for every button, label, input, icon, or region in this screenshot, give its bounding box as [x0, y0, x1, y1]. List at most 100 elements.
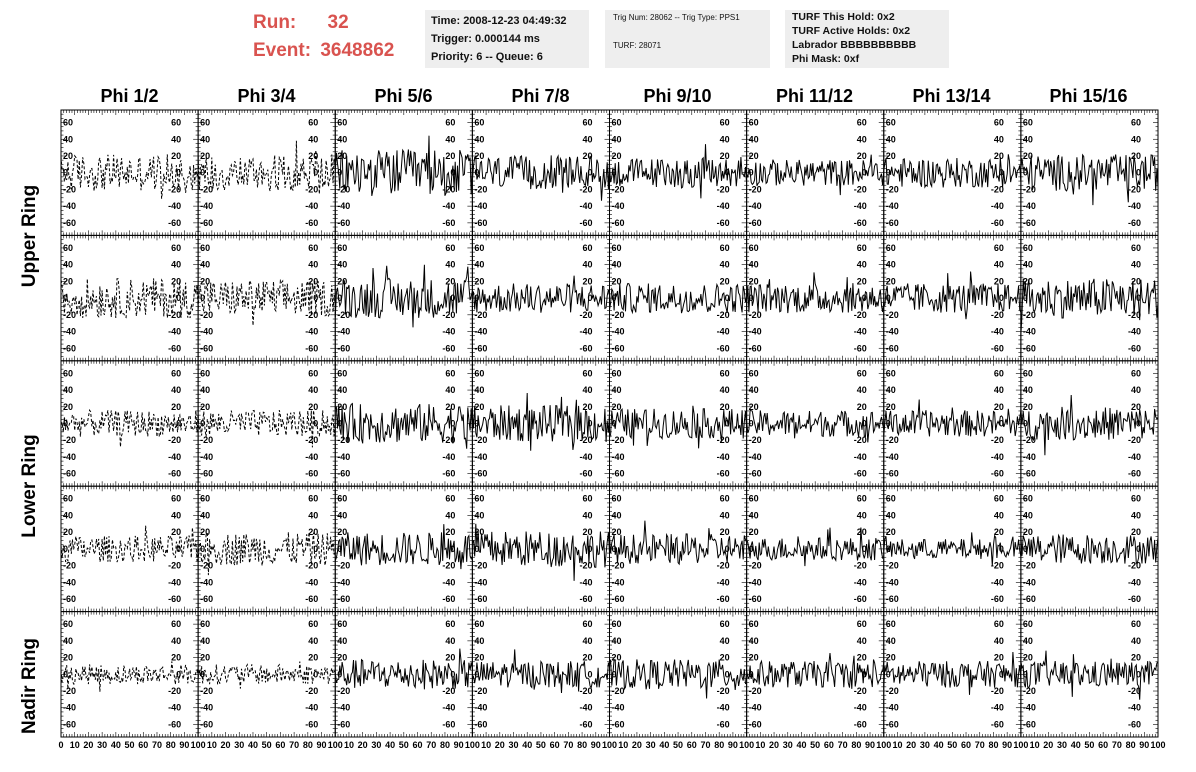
y-tick-label-right: 0: [313, 419, 318, 429]
y-tick-label-right: 60: [308, 494, 318, 504]
y-tick-label-right: -20: [442, 435, 455, 445]
panel-r0-c0: 60 60 40 40 20 20 0 0 -20 -20 -40 -40 -60 -60: [60, 109, 199, 236]
y-tick-label-right: 20: [445, 402, 455, 412]
y-tick-label-left: -20: [474, 184, 487, 194]
y-tick-label-left: -40: [337, 577, 350, 587]
y-tick-label-left: -40: [63, 201, 76, 211]
y-tick-label-left: 20: [63, 151, 73, 161]
y-tick-label-left: -20: [886, 435, 899, 445]
trigger-line: Trigger: 0.000144 ms: [431, 33, 540, 45]
y-tick-label-left: -60: [1023, 343, 1036, 353]
y-tick-label-left: 0: [886, 168, 891, 178]
y-tick-label-left: 60: [63, 368, 73, 378]
y-tick-label-left: 0: [200, 293, 205, 303]
y-tick-label-left: 40: [612, 260, 622, 270]
y-tick-label-left: 0: [1023, 293, 1028, 303]
y-tick-label-right: 40: [857, 385, 867, 395]
y-tick-label-right: 60: [857, 368, 867, 378]
y-tick-label-left: 40: [886, 385, 896, 395]
y-tick-label-right: -60: [442, 343, 455, 353]
y-tick-label-left: -60: [63, 469, 76, 479]
y-tick-label-right: 20: [308, 276, 318, 286]
waveform-trace: [1020, 153, 1159, 206]
panel-r3-c1: 60 60 40 40 20 20 0 0 -20 -20 -40 -40 -60 -60: [197, 485, 336, 613]
waveform-trace: [197, 140, 336, 195]
y-tick-label-left: -40: [1023, 327, 1036, 337]
y-tick-label-right: -20: [305, 561, 318, 571]
y-tick-label-right: -40: [168, 327, 181, 337]
phi-mask-line: Phi Mask: 0xf: [792, 53, 860, 65]
y-tick-label-right: -40: [717, 201, 730, 211]
y-tick-label-left: -20: [200, 561, 213, 571]
y-tick-label-left: 20: [474, 527, 484, 537]
y-tick-label-left: 60: [886, 368, 896, 378]
y-tick-label-left: 20: [337, 276, 347, 286]
y-tick-label-right: -40: [442, 452, 455, 462]
y-tick-label-right: -60: [168, 218, 181, 228]
y-tick-label-left: 0: [474, 293, 479, 303]
y-tick-label-left: 60: [886, 243, 896, 253]
y-tick-label-right: -20: [579, 435, 592, 445]
waveform-trace: [471, 523, 610, 581]
y-tick-label-left: -20: [474, 561, 487, 571]
y-tick-label-left: 40: [337, 260, 347, 270]
waveform-trace: [746, 154, 885, 196]
y-tick-label-right: -40: [579, 327, 592, 337]
y-tick-label-right: -60: [305, 594, 318, 604]
y-tick-label-left: 40: [1023, 260, 1033, 270]
y-tick-label-left: 60: [1023, 243, 1033, 253]
y-tick-label-right: -60: [579, 218, 592, 228]
y-tick-label-right: -20: [442, 310, 455, 320]
y-tick-label-left: -40: [474, 452, 487, 462]
waveform-trace: [609, 405, 748, 449]
column-header-phi-3-4: Phi 3/4: [237, 86, 296, 106]
y-tick-label-right: 60: [171, 368, 181, 378]
time-line: Time: 2008-12-23 04:49:32: [431, 15, 567, 27]
y-tick-label-left: -60: [749, 218, 762, 228]
y-tick-label-right: 20: [720, 276, 730, 286]
y-tick-label-right: 0: [999, 293, 1004, 303]
y-tick-label-right: -40: [579, 201, 592, 211]
y-tick-label-left: 40: [63, 385, 73, 395]
y-tick-label-right: 40: [1131, 385, 1141, 395]
panel-r1-c3: 60 60 40 40 20 20 0 0 -20 -20 -40 -40 -60 -60: [471, 234, 610, 362]
y-tick-label-left: 0: [612, 293, 617, 303]
waveform-trace: [746, 409, 885, 443]
y-tick-label-right: 40: [171, 134, 181, 144]
y-tick-label-left: -20: [337, 184, 350, 194]
column-header-phi-9-10: Phi 9/10: [643, 86, 712, 106]
y-tick-label-left: -40: [63, 577, 76, 587]
waveform-trace: [1020, 394, 1159, 456]
turf-hold-line: TURF This Hold: 0x2: [792, 11, 895, 23]
y-tick-label-left: 40: [1023, 385, 1033, 395]
y-tick-label-right: -60: [991, 469, 1004, 479]
event-value: 3648862: [320, 40, 395, 61]
y-tick-label-right: 40: [720, 385, 730, 395]
waveform-trace: [883, 399, 1022, 437]
y-tick-label-right: -20: [168, 184, 181, 194]
y-tick-label-left: 40: [63, 260, 73, 270]
y-tick-label-right: -60: [442, 469, 455, 479]
y-tick-label-right: 40: [857, 134, 867, 144]
waveform-trace: [197, 409, 336, 448]
y-tick-label-left: -60: [337, 218, 350, 228]
y-tick-label-left: 40: [886, 134, 896, 144]
y-tick-label-left: -20: [474, 310, 487, 320]
y-tick-label-right: -60: [991, 343, 1004, 353]
y-tick-label-left: 60: [612, 118, 622, 128]
y-tick-label-right: 40: [857, 260, 867, 270]
y-tick-label-right: 60: [308, 243, 318, 253]
y-tick-label-right: -40: [1128, 452, 1141, 462]
y-tick-label-left: 60: [63, 118, 73, 128]
waveform-trace: [60, 154, 199, 199]
y-tick-label-left: -20: [612, 184, 625, 194]
y-tick-label-left: 0: [749, 168, 754, 178]
y-tick-label-left: 40: [200, 510, 210, 520]
event-label: Event: 3648862: [253, 40, 394, 62]
y-tick-label-left: 60: [1023, 368, 1033, 378]
y-tick-label-right: -60: [305, 469, 318, 479]
column-header-phi-5-6: Phi 5/6: [374, 86, 433, 106]
y-tick-label-left: 60: [200, 494, 210, 504]
y-tick-label-left: 40: [749, 385, 759, 395]
